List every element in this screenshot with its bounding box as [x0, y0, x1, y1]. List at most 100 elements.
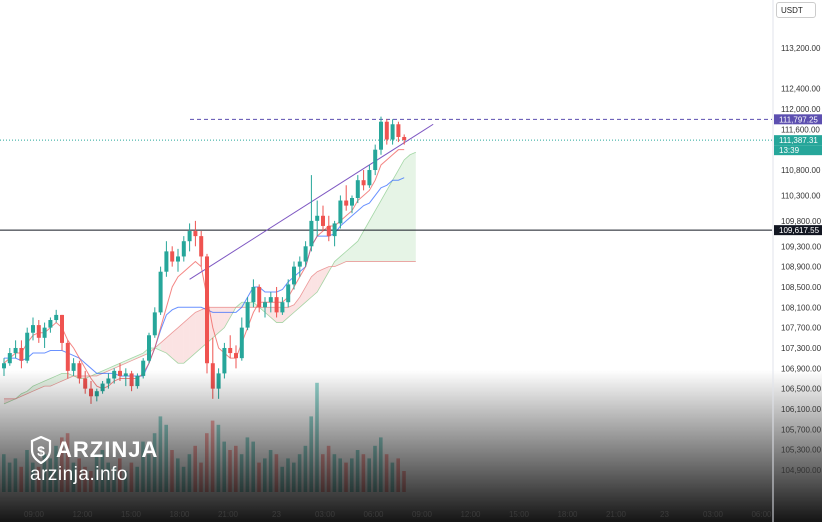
- candle-body: [152, 312, 157, 336]
- candle-body: [48, 320, 53, 328]
- candle-body: [344, 200, 349, 206]
- countdown-tag-bg: [774, 145, 822, 156]
- time-axis-label: 21:00: [606, 510, 627, 519]
- candle-body: [187, 231, 192, 242]
- candle-body: [373, 149, 378, 171]
- candle-body: [268, 297, 273, 303]
- cloud-segment: [189, 312, 196, 359]
- cloud-segment: [166, 332, 173, 359]
- candle-body: [2, 363, 6, 369]
- cloud-segment: [317, 269, 323, 293]
- time-axis-label: 23: [272, 510, 281, 519]
- candle-body: [60, 314, 64, 343]
- candle-body: [350, 197, 354, 206]
- cloud-segment: [114, 363, 120, 369]
- candle-body: [263, 302, 267, 308]
- candle-body: [367, 170, 372, 186]
- horizontal-line-tag-bg: [774, 225, 822, 236]
- price-axis-label: 112,400.00: [781, 85, 821, 94]
- cloud-segment: [352, 241, 358, 262]
- cloud-span-a-line: [3, 151, 416, 405]
- candle-body: [239, 327, 244, 359]
- candle-body: [303, 246, 308, 262]
- candle-body: [355, 180, 360, 198]
- price-axis-label: 108,900.00: [781, 263, 822, 272]
- candle-body: [19, 347, 24, 361]
- price-axis-label: 105,700.00: [781, 425, 822, 434]
- candle-body: [361, 180, 366, 186]
- candle-body: [65, 342, 70, 371]
- candle-body: [31, 325, 35, 333]
- kijun-line: [4, 177, 405, 377]
- candle-body: [170, 251, 175, 262]
- cloud-segment: [218, 307, 225, 333]
- cloud-segment: [305, 276, 312, 303]
- candle-body: [36, 325, 41, 338]
- svg-text:$: $: [37, 443, 45, 459]
- time-axis-label: 06:00: [751, 510, 772, 519]
- watermark-site: arzinja.info: [30, 464, 128, 485]
- candle-body: [158, 271, 163, 313]
- cloud-segment: [120, 360, 126, 366]
- cloud-segment: [334, 256, 341, 267]
- candle-body: [326, 225, 331, 237]
- cloud-segment: [375, 200, 381, 262]
- cloud-segment: [381, 190, 387, 262]
- candle-body: [315, 215, 320, 221]
- candle-body: [13, 347, 18, 354]
- candle-body: [251, 286, 256, 303]
- candle-body: [292, 266, 296, 285]
- cloud-segment: [288, 304, 294, 318]
- price-axis-label: 107,300.00: [781, 344, 822, 353]
- price-axis-label: 107,700.00: [781, 324, 822, 333]
- tenkan-line: [3, 149, 405, 390]
- candle-body: [147, 335, 151, 361]
- time-axis-label: 09:00: [412, 510, 433, 519]
- currency-button[interactable]: USDT: [776, 2, 816, 18]
- candle-body: [257, 286, 262, 308]
- price-axis-label: 109,800.00: [781, 217, 822, 226]
- price-axis-label: 104,900.00: [781, 466, 822, 475]
- cloud-segment: [212, 307, 219, 338]
- candle-body: [199, 236, 204, 257]
- cloud-segment: [398, 159, 405, 262]
- cloud-segment: [172, 327, 178, 364]
- cloud-segment: [386, 180, 393, 262]
- time-axis-label: 09:00: [24, 510, 45, 519]
- candle-body: [286, 284, 291, 303]
- time-axis-label: 03:00: [703, 510, 724, 519]
- cloud-segment: [363, 220, 370, 262]
- cloud-segment: [183, 317, 190, 364]
- candle-body: [245, 302, 250, 328]
- time-axis-label: 03:00: [315, 510, 336, 519]
- price-axis-label: 106,100.00: [781, 405, 822, 414]
- cloud-segment: [195, 309, 202, 354]
- candle-body: [228, 347, 233, 354]
- watermark: $ ARZINJA arzinja.info: [30, 436, 158, 486]
- candle-body: [181, 241, 186, 257]
- cloud-segment: [404, 154, 410, 262]
- watermark-brand: ARZINJA: [56, 437, 159, 462]
- time-axis-label: 23: [660, 510, 669, 519]
- fade-overlay: [0, 370, 822, 522]
- price-axis-label: 110,300.00: [781, 191, 821, 200]
- cloud-segment: [369, 210, 376, 262]
- candle-body: [141, 360, 146, 376]
- candle-body: [164, 251, 169, 272]
- price-axis-label: 110,800.00: [781, 166, 821, 175]
- dollar-shield-icon: $: [30, 436, 52, 464]
- cloud-segment: [340, 251, 347, 265]
- candle-body: [297, 261, 302, 267]
- candle-body: [7, 353, 12, 364]
- cloud-segment: [224, 307, 231, 328]
- price-axis-label: 109,300.00: [781, 242, 822, 251]
- time-axis-label: 21:00: [218, 510, 239, 519]
- candle-body: [42, 327, 47, 338]
- last-price-tag-bg: [774, 135, 822, 146]
- cloud-segment: [392, 170, 399, 262]
- candle-body: [396, 124, 401, 137]
- candle-body: [193, 231, 198, 237]
- time-axis-label: 06:00: [363, 510, 384, 519]
